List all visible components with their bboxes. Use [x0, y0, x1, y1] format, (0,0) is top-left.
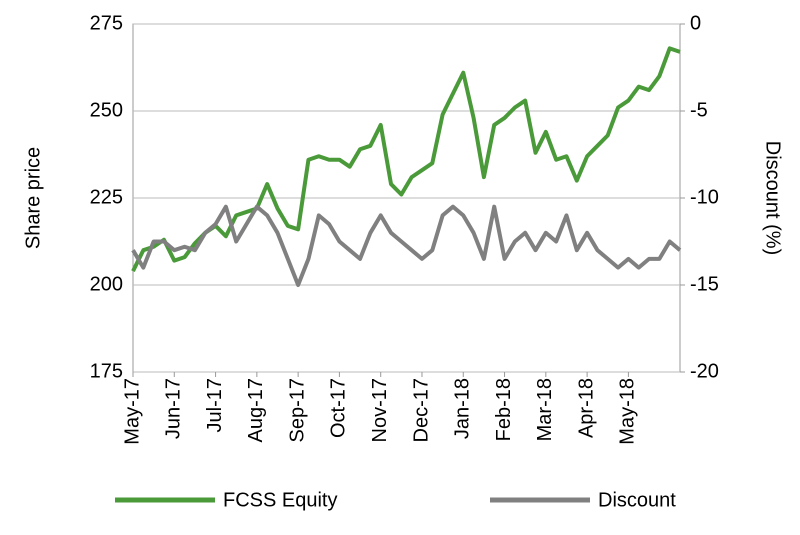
y-tick-label: 175: [90, 360, 123, 382]
x-tick-label: Dec-17: [410, 378, 432, 442]
y-tick-label: 250: [90, 99, 123, 121]
y-axis-title: Share price: [22, 147, 44, 249]
y2-tick-label: 0: [690, 12, 701, 34]
series-line: [131, 46, 681, 272]
x-tick-label: Apr-18: [575, 378, 597, 438]
y2-tick-label: -5: [690, 99, 708, 121]
x-tick-label: Jun-17: [163, 378, 185, 439]
x-tick-label: Nov-17: [369, 378, 391, 442]
x-tick-label: Jul-17: [204, 378, 226, 432]
x-tick-label: May-17: [121, 378, 143, 445]
y2-tick-label: -15: [690, 273, 719, 295]
y2-tick-label: -20: [690, 360, 719, 382]
x-tick-label: Oct-17: [328, 378, 350, 438]
y2-tick-label: -10: [690, 186, 719, 208]
x-tick-label: Feb-18: [493, 378, 515, 441]
legend-label: Discount: [598, 489, 676, 511]
y-tick-label: 275: [90, 12, 123, 34]
x-tick-label: Aug-17: [245, 378, 267, 443]
series-line: [131, 204, 682, 287]
y2-axis-title: Discount (%): [762, 141, 784, 255]
x-tick-label: Mar-18: [534, 378, 556, 441]
x-tick-label: Sep-17: [286, 378, 308, 443]
legend-label: FCSS Equity: [223, 489, 337, 511]
x-tick-label: Jan-18: [452, 378, 474, 439]
x-tick-label: May-18: [617, 378, 639, 445]
y-tick-label: 200: [90, 273, 123, 295]
y-tick-label: 225: [90, 186, 123, 208]
